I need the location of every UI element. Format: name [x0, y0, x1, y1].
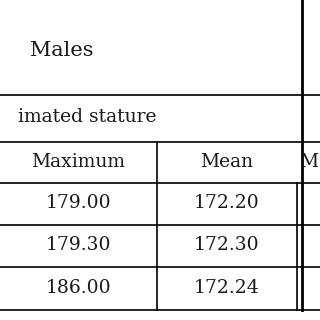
- Text: 172.30: 172.30: [194, 236, 260, 254]
- Text: Males: Males: [30, 41, 93, 60]
- Text: 186.00: 186.00: [46, 279, 111, 297]
- Text: 172.20: 172.20: [194, 194, 260, 212]
- Text: Mean: Mean: [200, 153, 253, 171]
- Text: 179.30: 179.30: [46, 236, 111, 254]
- Text: 179.00: 179.00: [46, 194, 111, 212]
- Text: 172.24: 172.24: [194, 279, 260, 297]
- Text: imated stature: imated stature: [18, 108, 156, 126]
- Text: M: M: [299, 153, 318, 171]
- Text: Maximum: Maximum: [31, 153, 125, 171]
